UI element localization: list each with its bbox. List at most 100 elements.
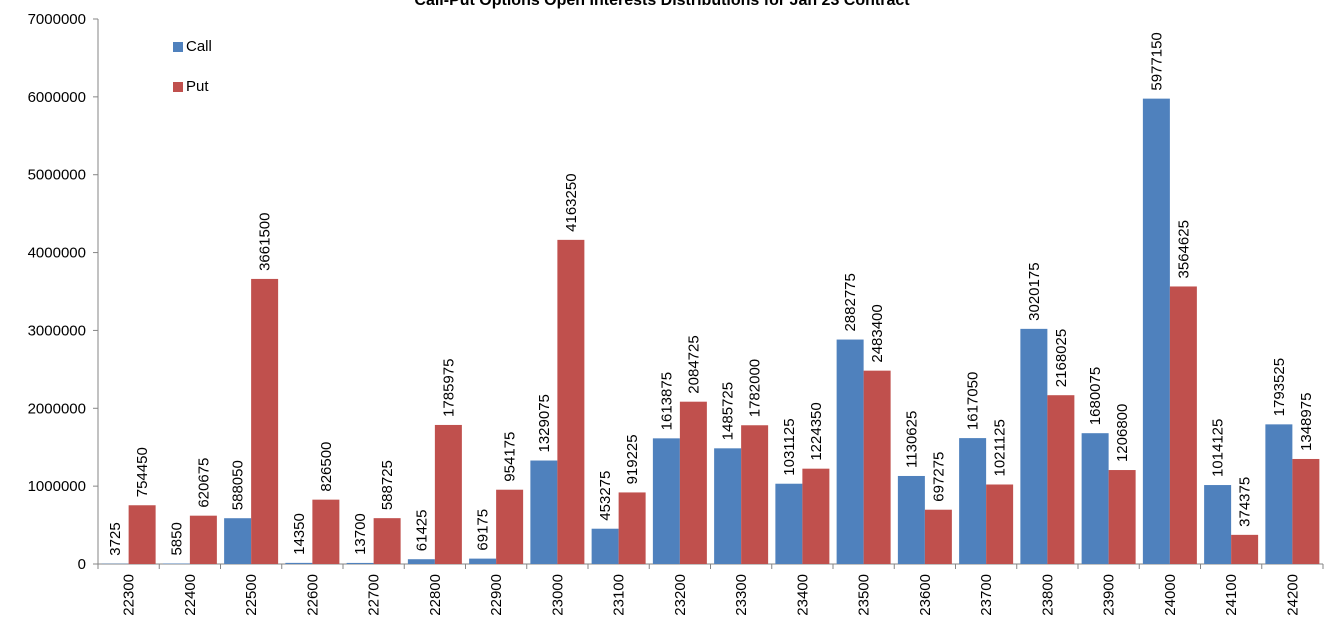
bar-put	[312, 500, 339, 564]
data-label-call: 1485725	[720, 382, 737, 440]
data-label-call: 1617050	[965, 372, 982, 430]
bar-put	[1047, 395, 1074, 564]
x-tick-label: 24100	[1223, 574, 1240, 616]
bar-call	[775, 484, 802, 564]
bar-call	[1020, 329, 1047, 564]
data-label-call: 588050	[230, 460, 247, 510]
bar-put	[986, 484, 1013, 564]
bar-put	[619, 492, 646, 564]
data-label-put: 2168025	[1053, 329, 1070, 387]
legend-swatch-call	[173, 42, 183, 52]
data-label-call: 3020175	[1026, 262, 1043, 320]
legend: Call Put	[173, 36, 212, 116]
x-tick-label: 23000	[549, 574, 566, 616]
bar-call	[898, 476, 925, 564]
bar-put	[1292, 459, 1319, 564]
y-tick-label: 3000000	[28, 322, 86, 339]
y-tick-label: 5000000	[28, 167, 86, 184]
bar-put	[496, 490, 523, 564]
x-tick-label: 22500	[243, 574, 260, 616]
x-tick-label: 22800	[427, 574, 444, 616]
bar-put	[374, 518, 401, 564]
data-label-call: 1613875	[658, 372, 675, 430]
data-label-put: 1785975	[440, 359, 457, 417]
y-tick-label: 4000000	[28, 245, 86, 262]
x-tick-label: 23100	[611, 574, 628, 616]
y-tick-label: 0	[78, 556, 86, 573]
data-label-put: 1021125	[992, 419, 1009, 476]
x-tick-label: 23900	[1101, 574, 1118, 616]
x-tick-label: 22400	[182, 574, 199, 616]
bar-put	[435, 425, 462, 564]
bar-call	[653, 438, 680, 564]
bar-put	[925, 510, 952, 564]
x-tick-label: 22600	[304, 574, 321, 616]
data-label-call: 2882775	[842, 273, 859, 331]
data-label-put: 754450	[134, 447, 151, 497]
legend-label-put: Put	[186, 76, 209, 98]
y-tick-label: 7000000	[28, 11, 86, 28]
bar-put	[680, 402, 707, 564]
bar-call	[1265, 424, 1292, 564]
bar-put	[1109, 470, 1136, 564]
data-label-put: 588725	[379, 460, 396, 510]
x-axis: 22300 22400 22500 22600 22700 22800 22900 23000…	[98, 564, 1323, 616]
data-label-call: 1793525	[1271, 358, 1288, 416]
data-label-call: 1329075	[536, 394, 553, 452]
bar-put	[251, 279, 278, 564]
data-label-call: 1014125	[1210, 419, 1227, 477]
bar-call	[959, 438, 986, 564]
data-label-put: 1348975	[1298, 393, 1315, 451]
bar-put	[557, 240, 584, 564]
data-label-call: 453275	[597, 471, 614, 521]
bar-call	[408, 559, 435, 564]
bar-call	[1143, 99, 1170, 564]
bar-call	[224, 518, 251, 564]
bar-call	[837, 340, 864, 564]
bar-put	[129, 505, 156, 564]
data-label-call: 69175	[475, 509, 492, 551]
chart-title: Call-Put Options Open Interests Distribu…	[0, 0, 1324, 10]
data-label-put: 3564625	[1175, 220, 1192, 278]
data-label-put: 2084725	[685, 335, 702, 393]
bar-call	[714, 448, 741, 564]
data-label-call: 5850	[168, 522, 185, 555]
bar-call	[285, 563, 312, 564]
y-tick-label: 6000000	[28, 89, 86, 106]
data-label-put: 697275	[930, 452, 947, 502]
data-label-put: 4163250	[563, 173, 580, 231]
data-label-put: 2483400	[869, 304, 886, 362]
data-label-call: 1130625	[903, 411, 920, 468]
bar-call	[469, 559, 496, 564]
bar-call	[1082, 433, 1109, 564]
x-tick-label: 22700	[366, 574, 383, 616]
x-tick-label: 22900	[488, 574, 505, 616]
data-label-put: 374375	[1237, 477, 1254, 527]
data-label-put: 620675	[195, 458, 212, 508]
legend-item-put: Put	[173, 76, 212, 98]
legend-label-call: Call	[186, 36, 212, 58]
bar-put	[1231, 535, 1258, 564]
bar-call	[1204, 485, 1231, 564]
bar-put	[802, 469, 829, 564]
x-tick-label: 24200	[1284, 574, 1301, 616]
x-tick-label: 23200	[672, 574, 689, 616]
x-tick-label: 23700	[978, 574, 995, 616]
data-label-put: 1782000	[747, 359, 764, 417]
bars	[102, 99, 1320, 564]
bar-call	[592, 529, 619, 564]
y-axis: 0 1000000 2000000 3000000 4000000 5000000 6000…	[28, 11, 98, 573]
bar-call	[347, 563, 374, 564]
data-label-call: 61425	[413, 509, 430, 551]
data-label-call: 1031125	[781, 418, 798, 475]
x-tick-label: 23800	[1039, 574, 1056, 616]
data-label-call: 1680075	[1087, 367, 1104, 425]
x-tick-label: 24000	[1162, 574, 1179, 616]
x-tick-label: 22300	[121, 574, 138, 616]
y-tick-label: 2000000	[28, 400, 86, 417]
x-tick-label: 23300	[733, 574, 750, 616]
bar-call	[530, 461, 557, 564]
legend-item-call: Call	[173, 36, 212, 58]
y-tick-label: 1000000	[28, 478, 86, 495]
data-label-put: 1224350	[808, 402, 825, 460]
